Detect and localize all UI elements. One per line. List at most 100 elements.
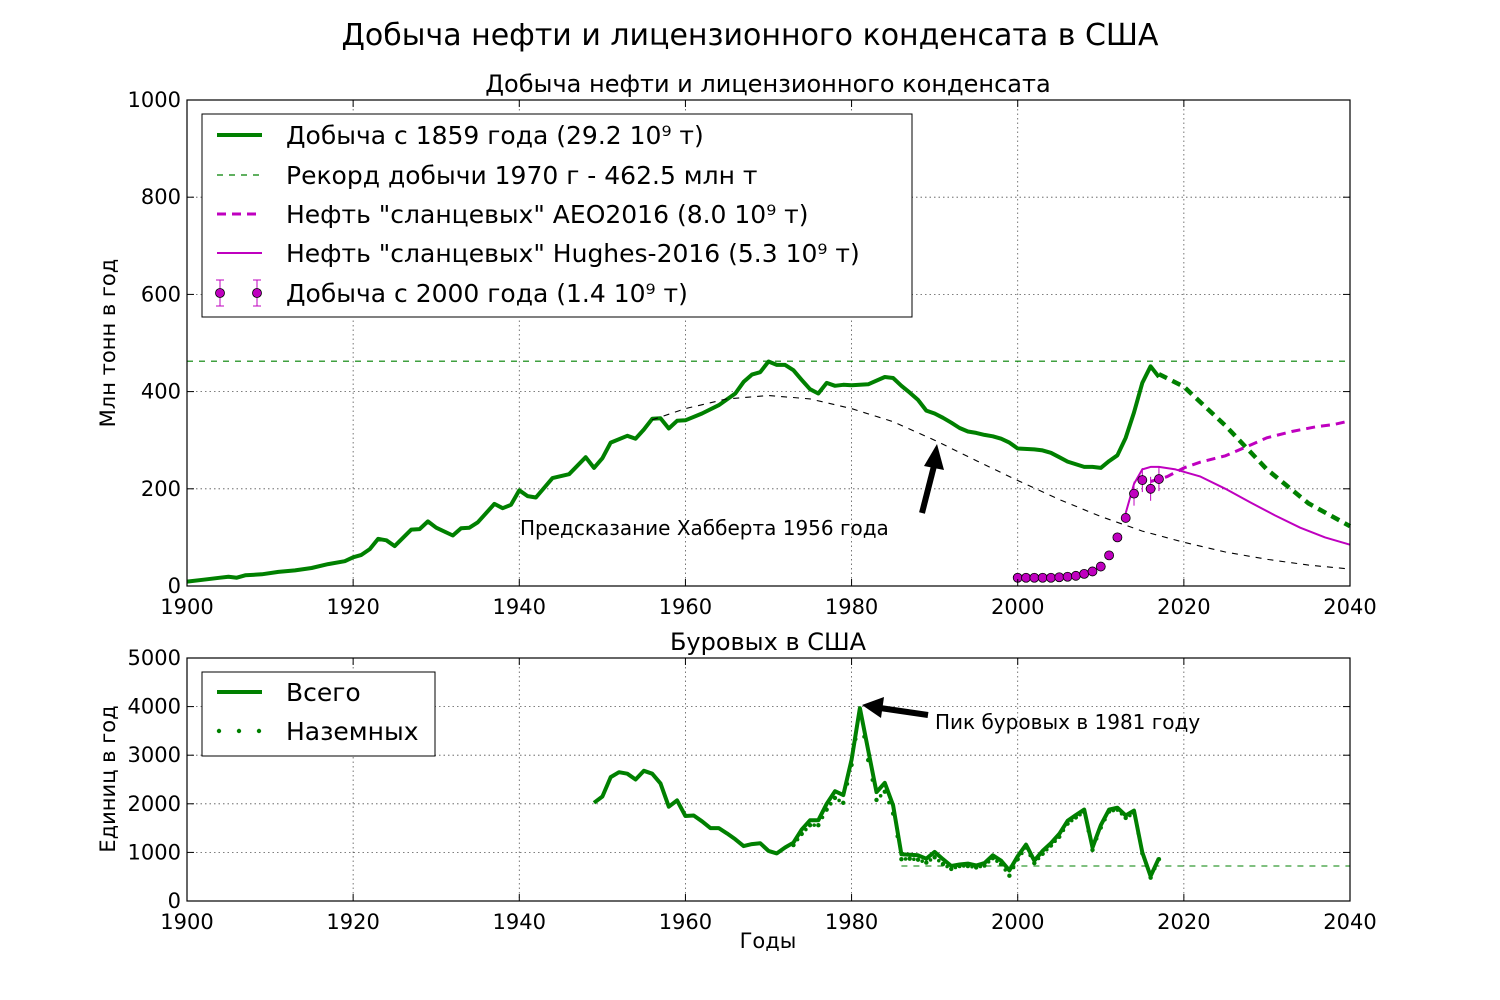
- rigs-y-tick-label: 2000: [128, 792, 181, 816]
- rigs-series-1-dot: [953, 865, 958, 870]
- rigs-series-1-point: [915, 857, 921, 862]
- legend-swatch-dotted-green: [216, 728, 262, 734]
- rigs-chart-legend: Всего Наземных: [201, 671, 436, 757]
- rigs-series-1-point: [865, 757, 871, 763]
- production-series-5-marker: [1120, 513, 1131, 523]
- rig-peak-arrowhead: [862, 697, 884, 718]
- production-series-5-marker: [1145, 483, 1156, 494]
- rigs-series-0-line: [592, 706, 1161, 879]
- rig-peak-annotation-arrow: [879, 705, 929, 718]
- rigs-series-1-dot: [986, 860, 991, 864]
- rigs-series-1-dot: [1111, 808, 1116, 813]
- rigs-legend-box: [201, 671, 436, 757]
- rigs-series-1-point: [1090, 847, 1095, 853]
- rigs-chart: Буровых в США Единиц в год Годы 1900 1920…: [96, 628, 1377, 953]
- legend-entry-shale-aeo2016: Нефть "сланцевых" AEO2016 (8.0 10⁹ т): [217, 200, 809, 229]
- rigs-series-1-point: [940, 861, 946, 867]
- rigs-chart-ticks: 1900 1920 1940 1960 1980 2000 2020 2040 0 1000 200…: [128, 646, 1377, 934]
- rigs-series-1-dot: [995, 859, 999, 863]
- rigs-series-1-point: [899, 857, 904, 862]
- rigs-y-tick-label: 5000: [128, 646, 181, 670]
- rigs-series-1-point: [1048, 843, 1054, 848]
- rigs-chart-ylabel: Единиц в год: [96, 705, 120, 852]
- legend-label: Добыча с 2000 года (1.4 10⁹ т): [286, 279, 688, 308]
- rigs-series-1-dot: [1036, 856, 1041, 861]
- production-chart-plot-area: [186, 359, 1352, 584]
- production-series-5-marker: [1062, 571, 1073, 582]
- rigs-series-1-dot: [1103, 817, 1107, 822]
- rigs-chart-title: Буровых в США: [670, 628, 867, 656]
- legend-entry-total: Всего: [217, 678, 361, 707]
- production-y-tick-label: 800: [141, 185, 181, 209]
- rigs-series-1-point: [1131, 810, 1137, 816]
- production-y-tick-label: 400: [141, 380, 181, 404]
- production-series-5-marker: [1079, 568, 1090, 579]
- rigs-series-1-dot: [1061, 828, 1066, 833]
- production-series-5-marker: [1070, 570, 1081, 581]
- rigs-series-1-point: [990, 856, 995, 861]
- rigs-series-1-point: [924, 860, 929, 865]
- rig-peak-annotation: Пик буровых в 1981 году: [862, 697, 1200, 734]
- legend-entry-onshore: Наземных: [216, 717, 419, 746]
- production-x-tick-label: 2000: [991, 595, 1044, 619]
- legend-entry-production-1859: Добыча с 1859 года (29.2 10⁹ т): [217, 121, 704, 150]
- legend-label: Рекорд добычи 1970 г - 462.5 млн т: [286, 161, 757, 190]
- rigs-series-1-dot: [812, 823, 816, 827]
- rigs-series-1-point: [824, 807, 829, 812]
- rigs-series-1-dot: [870, 778, 875, 782]
- rigs-series-1-point: [965, 863, 971, 869]
- production-series-5-marker: [1087, 566, 1098, 577]
- rigs-series-1-point: [1123, 815, 1128, 821]
- production-chart-frame: [186, 99, 1351, 587]
- production-y-tick-label: 1000: [128, 88, 181, 112]
- rigs-series-1-dot: [820, 815, 825, 820]
- production-chart-ylabel: Млн тонн в год: [96, 259, 120, 428]
- rigs-chart-xlabel: Годы: [740, 929, 797, 953]
- legend-swatch-errorbar-marker: [215, 279, 262, 307]
- rigs-series-1-dot: [1053, 839, 1057, 844]
- production-x-tick-label: 2020: [1157, 595, 1210, 619]
- rigs-series-1-point: [1032, 860, 1037, 866]
- rigs-x-tick-label: 1960: [659, 910, 712, 934]
- production-chart-title: Добыча нефти и лицензионного конденсата: [485, 70, 1050, 98]
- production-series-5-marker: [1054, 572, 1065, 583]
- rigs-series-1-dot: [853, 737, 858, 741]
- rigs-series-1-dot: [1003, 868, 1008, 872]
- rigs-series-1-dot: [887, 800, 891, 805]
- production-series-5-marker: [1129, 488, 1139, 499]
- rigs-series-1-dot: [895, 834, 900, 839]
- rigs-series-1-dot: [970, 864, 974, 869]
- production-chart: Добыча нефти и лицензионного конденсата …: [96, 70, 1377, 619]
- production-legend-box: [201, 113, 913, 318]
- rigs-series-1-point: [882, 789, 887, 794]
- legend-entry-production-2000: Добыча с 2000 года (1.4 10⁹ т): [215, 279, 688, 308]
- rigs-series-1-point: [1081, 809, 1087, 815]
- rigs-series-1-dot: [1069, 818, 1074, 823]
- rigs-series-1-dot: [945, 864, 949, 869]
- rigs-series-1-point: [1073, 815, 1079, 820]
- legend-label: Всего: [286, 678, 361, 707]
- rigs-series-1-point: [857, 711, 863, 716]
- rigs-y-tick-label: 4000: [128, 695, 181, 719]
- rigs-series-1-dot: [912, 857, 916, 862]
- rigs-series-1-point: [791, 842, 796, 848]
- rigs-series-1-dot: [862, 734, 866, 739]
- rigs-series-1-dot: [829, 802, 833, 806]
- rigs-series-1-dot: [1078, 812, 1082, 817]
- legend-label: Добыча с 1859 года (29.2 10⁹ т): [286, 121, 704, 150]
- hubbert-arrowhead: [924, 444, 944, 470]
- rigs-series-1-point: [1057, 834, 1062, 840]
- production-y-tick-label: 0: [168, 574, 181, 598]
- rig-peak-annotation-label: Пик буровых в 1981 году: [935, 710, 1200, 734]
- rigs-series-1-point: [1156, 857, 1162, 862]
- production-series-0-line: [186, 359, 1161, 584]
- production-y-tick-label: 200: [141, 477, 181, 501]
- rigs-y-tick-label: 1000: [128, 840, 181, 864]
- rigs-series-1-dot: [837, 798, 841, 803]
- rigs-series-1-point: [1140, 851, 1145, 856]
- production-series-5-marker: [1154, 474, 1164, 484]
- production-chart-legend: Добыча с 1859 года (29.2 10⁹ т) Рекорд д…: [201, 113, 913, 318]
- rigs-series-1-point: [799, 831, 804, 837]
- production-x-tick-label: 1980: [825, 595, 878, 619]
- rigs-series-1-dot: [1094, 836, 1099, 841]
